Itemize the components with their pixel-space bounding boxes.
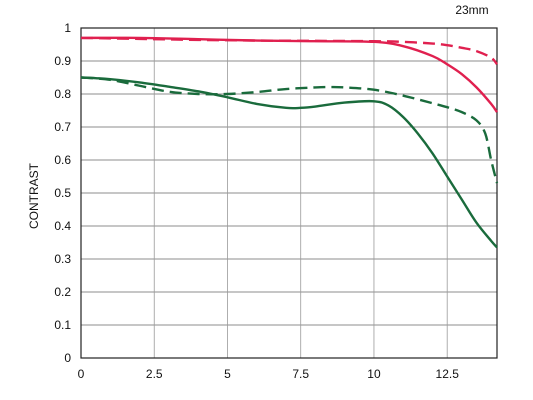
y-tick-label: 0.6 (54, 153, 71, 167)
y-axis-label: CONTRAST (27, 162, 41, 229)
y-tick-label: 0 (64, 351, 71, 365)
chart-title: 23mm (455, 3, 488, 17)
x-tick-label: 7.5 (292, 367, 309, 381)
y-tick-label: 1 (64, 21, 71, 35)
x-tick-label: 10 (367, 367, 381, 381)
y-tick-label: 0.9 (54, 54, 71, 68)
y-tick-label: 0.7 (54, 120, 71, 134)
series-lines (80, 36, 499, 249)
y-tick-label: 0.4 (54, 219, 71, 233)
y-tick-label: 0.8 (54, 87, 71, 101)
x-tick-label: 2.5 (146, 367, 163, 381)
x-tick-label: 5 (224, 367, 231, 381)
series-line-2 (80, 76, 498, 249)
series-line-0 (80, 36, 498, 113)
y-tick-label: 0.2 (54, 285, 71, 299)
series-line-1 (80, 36, 498, 66)
y-tick-label: 0.1 (54, 318, 71, 332)
plot-frame (80, 27, 498, 359)
y-tick-labels: 0 0.1 0.2 0.3 0.4 0.5 0.6 0.7 0.8 0.9 1 (54, 21, 71, 365)
grid-lines (80, 27, 497, 359)
x-tick-label: 12.5 (436, 367, 460, 381)
y-tick-label: 0.3 (54, 252, 71, 266)
x-tick-labels: 0 2.5 5 7.5 10 12.5 (78, 367, 460, 381)
x-tick-label: 0 (78, 367, 85, 381)
y-tick-label: 0.5 (54, 186, 71, 200)
series-line-3 (80, 76, 499, 184)
